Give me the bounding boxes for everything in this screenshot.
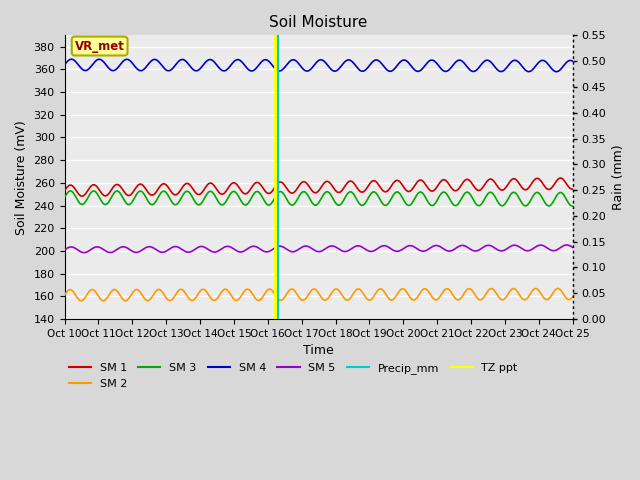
Y-axis label: Soil Moisture (mV): Soil Moisture (mV) (15, 120, 28, 235)
Y-axis label: Rain (mm): Rain (mm) (612, 144, 625, 210)
Title: Soil Moisture: Soil Moisture (269, 15, 368, 30)
Text: VR_met: VR_met (75, 39, 125, 52)
X-axis label: Time: Time (303, 344, 334, 357)
Legend: SM 1, SM 2, SM 3, SM 4, SM 5, Precip_mm, TZ ppt: SM 1, SM 2, SM 3, SM 4, SM 5, Precip_mm,… (64, 359, 522, 393)
